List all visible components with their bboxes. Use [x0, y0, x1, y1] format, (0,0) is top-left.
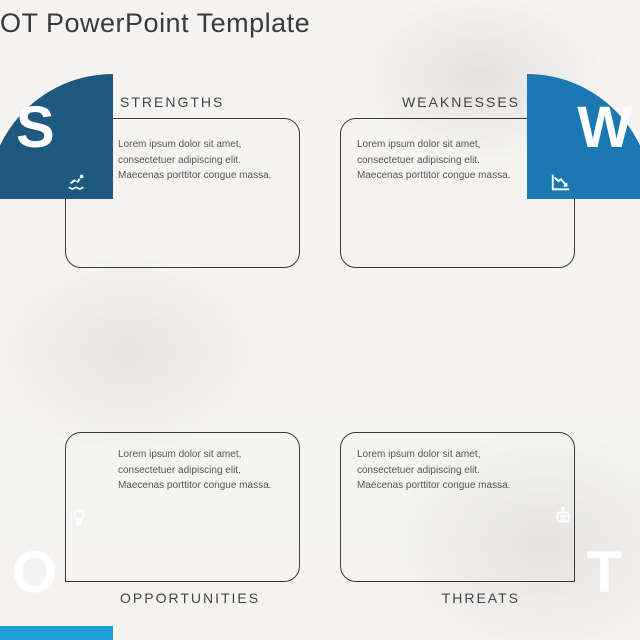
declining-chart-icon [550, 171, 572, 193]
wedge-threats [527, 501, 640, 640]
letter-t: T [587, 539, 622, 606]
heading-strengths: STRENGTHS [120, 94, 224, 110]
heading-opportunities: OPPORTUNITIES [120, 590, 260, 606]
heading-weaknesses: WEAKNESSES [402, 94, 520, 110]
body-strengths: Lorem ipsum dolor sit amet, consectetuer… [118, 139, 271, 181]
body-opportunities: Lorem ipsum dolor sit amet, consectetuer… [118, 449, 271, 491]
lightbulb-icon [68, 507, 90, 529]
swot-grid: STRENGTHS Lorem ipsum dolor sit amet, co… [0, 80, 640, 620]
letter-o: O [12, 539, 57, 606]
body-threats: Lorem ipsum dolor sit amet, consectetuer… [357, 449, 510, 491]
quadrant-strengths: STRENGTHS Lorem ipsum dolor sit amet, co… [0, 80, 320, 330]
body-weaknesses: Lorem ipsum dolor sit amet, consectetuer… [357, 139, 510, 181]
swimmer-icon [66, 171, 88, 193]
quadrant-threats: THREATS Lorem ipsum dolor sit amet, cons… [320, 370, 640, 620]
slide-title: OT PowerPoint Template [0, 8, 310, 39]
letter-w: W [577, 94, 632, 161]
robot-icon [552, 505, 574, 527]
letter-s: S [16, 94, 55, 161]
corner-strengths: S [0, 74, 113, 199]
quadrant-weaknesses: WEAKNESSES Lorem ipsum dolor sit amet, c… [320, 80, 640, 330]
quadrant-opportunities: OPPORTUNITIES Lorem ipsum dolor sit amet… [0, 370, 320, 620]
swot-slide: OT PowerPoint Template STRENGTHS Lorem i… [0, 0, 640, 640]
heading-threats: THREATS [442, 590, 520, 606]
corner-opportunities: O [0, 501, 113, 626]
corner-weaknesses: W [527, 74, 640, 199]
corner-threats: T [527, 501, 640, 626]
